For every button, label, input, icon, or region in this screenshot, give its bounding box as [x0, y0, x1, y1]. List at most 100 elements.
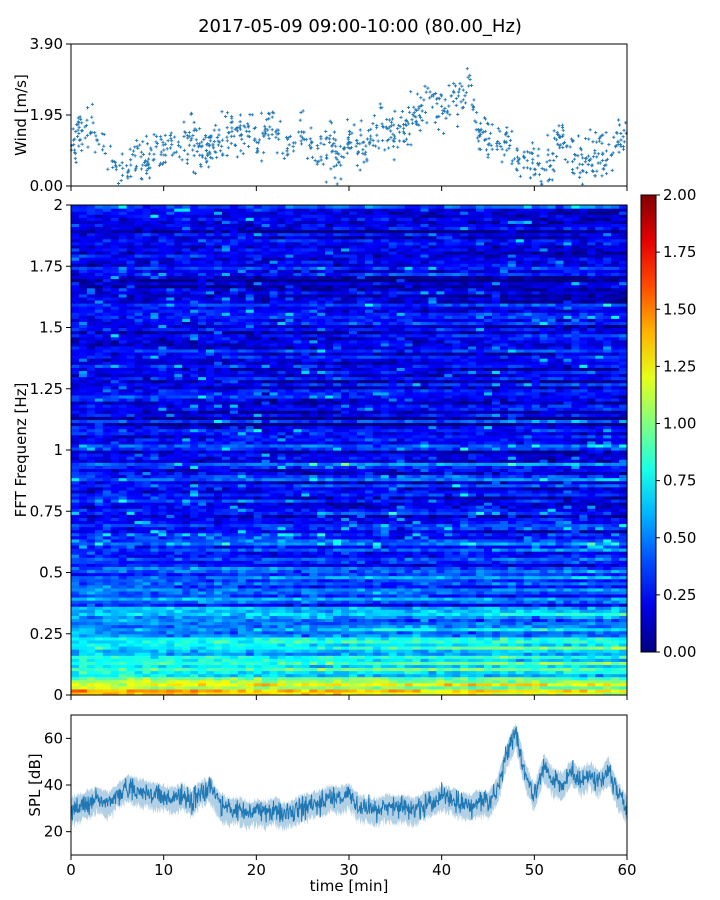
- wind-point: [560, 134, 565, 138]
- spectrogram-cell: [484, 682, 493, 687]
- spectrogram-cell: [134, 676, 144, 681]
- spectrogram-cell: [341, 658, 350, 662]
- spectrogram-cell: [428, 670, 437, 675]
- spectrogram-cell: [404, 667, 414, 672]
- wind-point: [80, 121, 84, 125]
- spectrogram-cell: [428, 679, 437, 684]
- spectrogram-cell: [269, 670, 279, 675]
- wind-point: [78, 137, 82, 141]
- spectrogram-cell: [118, 688, 128, 693]
- spectrogram-cell: [364, 646, 374, 650]
- spectrogram-cell: [356, 664, 366, 669]
- wind-point: [263, 124, 267, 128]
- wind-point: [146, 163, 150, 167]
- spectrogram-cell: [269, 679, 279, 684]
- spectrogram-cell: [595, 652, 604, 656]
- wind-point: [274, 135, 278, 139]
- spectrogram-cell: [166, 658, 175, 662]
- wind-point: [315, 144, 319, 148]
- wind-point: [380, 138, 385, 143]
- wind-point: [288, 134, 292, 138]
- wind-point: [412, 105, 416, 109]
- wind-point: [208, 135, 212, 139]
- wind-point: [523, 156, 527, 160]
- spectrogram-cell: [571, 661, 580, 665]
- wind-point: [507, 146, 511, 150]
- wind-point: [496, 127, 500, 131]
- spectrogram-cell: [341, 673, 350, 678]
- wind-point: [470, 103, 474, 107]
- spectrogram-cell: [325, 676, 334, 681]
- spectrogram-cell: [404, 658, 414, 662]
- spectrogram-cell: [174, 655, 183, 659]
- spectrogram-cell: [555, 673, 565, 678]
- wind-point: [195, 149, 199, 154]
- spectrogram-cell: [166, 679, 175, 684]
- spectrogram-cell: [380, 658, 390, 662]
- spectrogram-cell: [539, 661, 549, 665]
- spectrogram-cell: [78, 682, 88, 687]
- spectrogram-cell: [579, 646, 588, 650]
- wind-point: [490, 122, 494, 127]
- wind-point: [581, 169, 585, 173]
- wind-point: [414, 120, 418, 124]
- spectrogram-cell: [499, 658, 509, 662]
- wind-point: [347, 132, 352, 137]
- spectrogram-cell: [364, 691, 374, 696]
- spectrogram-cell: [333, 655, 342, 659]
- spectrogram-cell: [412, 658, 422, 662]
- wind-point: [319, 155, 323, 159]
- spectrogram-cell: [579, 676, 588, 681]
- spectrogram-cell: [71, 679, 80, 684]
- spectrogram-cell: [603, 655, 612, 659]
- wind-point: [263, 130, 267, 134]
- spectrogram-cell: [142, 649, 152, 653]
- spectrogram-cell: [309, 661, 318, 665]
- spectrogram-cell: [253, 655, 263, 659]
- spectrogram-cell: [515, 646, 525, 650]
- spectrogram-cell: [364, 679, 374, 684]
- spectrogram-cell: [364, 642, 374, 647]
- spectrogram-cell: [237, 652, 247, 656]
- spectrogram-cell: [333, 652, 342, 656]
- wind-point: [528, 167, 533, 171]
- spectrogram-cell: [261, 676, 271, 681]
- wind-point: [568, 145, 572, 149]
- spectrogram-cell: [595, 655, 604, 659]
- spectrogram-cell: [78, 685, 88, 690]
- spectrogram-cell: [317, 646, 326, 650]
- spectrogram-cell: [126, 649, 136, 653]
- spectrogram-cell: [491, 652, 501, 656]
- spectrogram-cell: [491, 691, 501, 696]
- spectrogram-cell: [603, 658, 612, 662]
- spectrogram-cell: [356, 679, 366, 684]
- spectrogram-cell: [285, 642, 294, 647]
- wind-point: [489, 143, 493, 148]
- spectrogram-cell: [563, 685, 572, 690]
- wind-point: [575, 166, 579, 170]
- spectrogram-cell: [484, 667, 493, 672]
- spectrogram-cell: [166, 655, 175, 659]
- wind-point: [135, 138, 139, 143]
- spectrogram-cell: [333, 646, 342, 650]
- spectrogram-cell: [221, 661, 231, 665]
- spectrogram-cell: [118, 658, 128, 662]
- spectrogram-cell: [309, 652, 318, 656]
- spectrogram-cell: [285, 646, 294, 650]
- spectrogram-cell: [261, 649, 271, 653]
- wind-point: [182, 120, 186, 124]
- spectrogram-cell: [595, 661, 604, 665]
- spectrogram-cell: [166, 682, 175, 687]
- spectrogram-cell: [499, 655, 509, 659]
- spectrogram-cell: [372, 670, 382, 675]
- spectrogram-cell: [118, 670, 128, 675]
- wind-point: [385, 139, 389, 143]
- spectrogram-cell: [484, 661, 493, 665]
- wind-point: [590, 163, 594, 167]
- wind-point: [611, 151, 615, 155]
- wind-point: [334, 156, 338, 160]
- wind-point: [463, 101, 468, 105]
- wind-point: [316, 146, 320, 151]
- wind-point: [471, 105, 476, 110]
- wind-point: [324, 180, 328, 184]
